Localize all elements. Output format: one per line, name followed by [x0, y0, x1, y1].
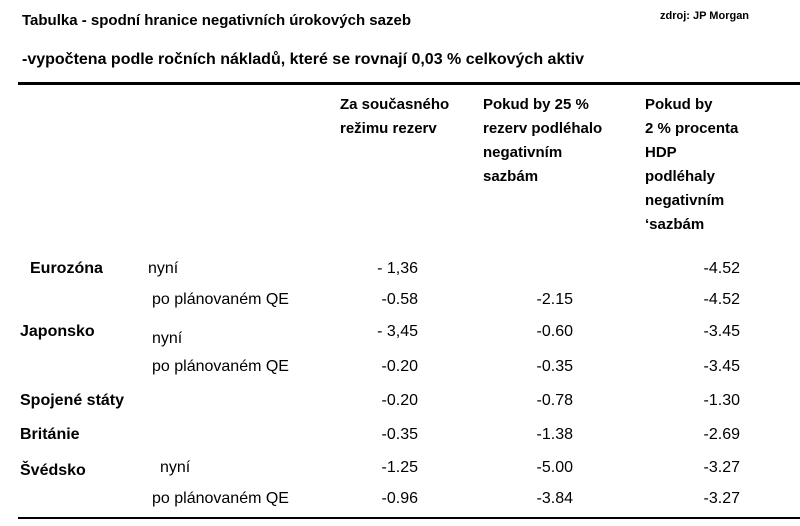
column-header: podléhaly [645, 168, 716, 185]
column-header: Za současného [340, 96, 450, 113]
column-header: ‘sazbám [645, 216, 705, 233]
column-header: Pokud by [645, 96, 713, 113]
cell-value: -0.96 [381, 490, 418, 507]
cell-value: -3.45 [703, 358, 740, 375]
cell-value: -0.35 [381, 426, 418, 443]
source: zdroj: JP Morgan [660, 10, 750, 22]
row-sub: nyní [160, 459, 191, 476]
row-country: Eurozóna [30, 260, 103, 277]
cell-value: -0.20 [381, 358, 418, 375]
row-country: Japonsko [20, 323, 95, 340]
column-header: negativním [483, 144, 563, 161]
cell-value: -3.27 [703, 459, 740, 476]
column-header: režimu rezerv [340, 120, 437, 137]
column-header: 2 % procenta [645, 120, 739, 137]
row-country: Británie [20, 426, 80, 443]
cell-value: -0.60 [536, 323, 573, 340]
row-country: Spojené státy [20, 392, 125, 409]
cell-value: -0.58 [381, 291, 418, 308]
row-sub: po plánovaném QE [152, 490, 289, 507]
cell-value: - 3,45 [377, 323, 418, 340]
cell-value: -2.69 [703, 426, 740, 443]
cell-value: -1.30 [703, 392, 740, 409]
row-country: Švédsko [20, 462, 86, 479]
cell-value: -5.00 [536, 459, 573, 476]
cell-value: -3.84 [536, 490, 573, 507]
cell-value: -3.27 [703, 490, 740, 507]
column-header: sazbám [483, 168, 539, 185]
cell-value: -0.78 [536, 392, 573, 409]
column-header: Pokud by 25 % [483, 96, 589, 113]
column-header: negativním [645, 192, 725, 209]
row-sub: po plánovaném QE [152, 291, 289, 308]
bottom-rule [18, 517, 800, 519]
cell-value: -4.52 [703, 291, 740, 308]
cell-value: -4.52 [703, 260, 740, 277]
cell-value: -0.35 [536, 358, 573, 375]
cell-value: -1.38 [536, 426, 573, 443]
cell-value: -2.15 [536, 291, 573, 308]
row-sub: nyní [148, 260, 179, 277]
subtitle: -vypočtena podle ročních nákladů, které … [22, 51, 585, 68]
cell-value: -1.25 [381, 459, 418, 476]
cell-value: - 1,36 [377, 260, 418, 277]
row-sub: po plánovaném QE [152, 358, 289, 375]
cell-value: -0.20 [381, 392, 418, 409]
column-header: rezerv podléhalo [483, 120, 603, 137]
title: Tabulka - spodní hranice negativních úro… [22, 12, 411, 29]
cell-value: -3.45 [703, 323, 740, 340]
column-header: HDP [645, 144, 677, 161]
row-sub: nyní [152, 330, 183, 347]
top-rule [18, 82, 800, 85]
